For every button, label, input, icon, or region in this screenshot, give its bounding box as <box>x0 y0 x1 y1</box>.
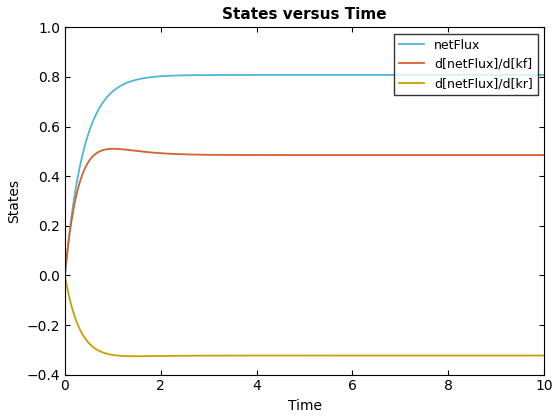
d[netFlux]/d[kf] <box>110 146 116 151</box>
d[netFlux]/d[kr] <box>245 353 252 358</box>
d[netFlux]/d[kf] <box>266 152 273 158</box>
d[netFlux]/d[kr] <box>266 353 273 358</box>
d[netFlux]/d[kf] <box>116 147 123 152</box>
X-axis label: Time: Time <box>287 399 321 413</box>
netFlux <box>116 84 123 89</box>
netFlux <box>531 72 538 77</box>
d[netFlux]/d[kr] <box>145 354 152 359</box>
netFlux <box>480 72 487 77</box>
d[netFlux]/d[kr] <box>541 353 548 358</box>
d[netFlux]/d[kf] <box>245 152 252 158</box>
d[netFlux]/d[kf] <box>145 150 152 155</box>
d[netFlux]/d[kr] <box>531 353 538 358</box>
d[netFlux]/d[kr] <box>116 353 123 358</box>
Line: d[netFlux]/d[kr]: d[netFlux]/d[kr] <box>65 276 544 356</box>
Line: d[netFlux]/d[kf]: d[netFlux]/d[kf] <box>65 149 544 276</box>
netFlux <box>266 72 273 77</box>
d[netFlux]/d[kr] <box>133 354 140 359</box>
d[netFlux]/d[kr] <box>480 353 487 358</box>
netFlux <box>62 273 68 278</box>
Title: States versus Time: States versus Time <box>222 7 387 22</box>
d[netFlux]/d[kf] <box>541 152 548 158</box>
d[netFlux]/d[kf] <box>480 152 487 158</box>
d[netFlux]/d[kf] <box>531 152 538 158</box>
d[netFlux]/d[kf] <box>62 273 68 278</box>
netFlux <box>541 72 548 77</box>
d[netFlux]/d[kr] <box>62 273 68 278</box>
netFlux <box>144 75 151 80</box>
Legend: netFlux, d[netFlux]/d[kf], d[netFlux]/d[kr]: netFlux, d[netFlux]/d[kf], d[netFlux]/d[… <box>394 34 538 95</box>
Y-axis label: States: States <box>7 179 21 223</box>
netFlux <box>245 72 252 77</box>
Line: netFlux: netFlux <box>65 75 544 276</box>
